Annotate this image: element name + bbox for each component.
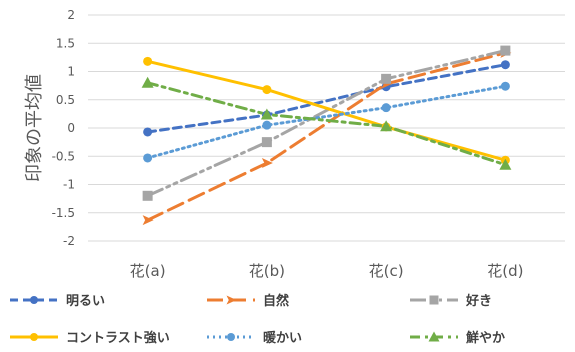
y-tick-label: -1 [63, 178, 75, 192]
data-point [143, 153, 153, 163]
data-point [500, 60, 510, 70]
x-category-label: 花(b) [249, 262, 285, 280]
data-point [30, 296, 38, 304]
legend-item: 好き [410, 293, 492, 309]
legend-label: 自然 [263, 293, 289, 309]
data-point [30, 333, 38, 341]
y-tick-label: 0.5 [56, 93, 75, 107]
series-lines [146, 49, 507, 222]
data-point [143, 127, 153, 137]
legend-item: コントラスト強い [10, 330, 170, 346]
series-line [146, 51, 507, 222]
legend-label: 鮮やか [466, 330, 505, 346]
data-point [143, 56, 153, 66]
data-point [381, 73, 392, 84]
y-tick-labels: 2 1.5 1 0.5 0 -0.5 -1 -1.5 -2 [52, 8, 75, 248]
legend-item: 明るい [10, 294, 105, 309]
y-tick-label: 2 [67, 8, 75, 22]
legend-label: 暖かい [263, 330, 302, 346]
data-point [499, 158, 512, 170]
data-point [142, 190, 153, 201]
legend-item: 鮮やか [410, 330, 505, 346]
data-point [142, 215, 154, 226]
series-markers [141, 45, 512, 226]
y-tick-label: -2 [63, 234, 75, 248]
legend-label: 明るい [66, 294, 105, 309]
series-line [146, 59, 507, 162]
x-category-label: 花(a) [130, 262, 166, 280]
y-tick-label: 0 [67, 121, 75, 135]
data-point [227, 333, 235, 341]
data-point [500, 81, 510, 91]
x-category-label: 花(c) [369, 262, 404, 280]
y-tick-label: -0.5 [52, 149, 75, 163]
data-point [261, 137, 272, 148]
y-tick-label: 1 [67, 65, 75, 79]
data-point [262, 85, 272, 95]
x-category-labels: 花(a) 花(b) 花(c) 花(d) [130, 262, 524, 280]
legend-item: 暖かい [207, 330, 302, 346]
gridlines [88, 14, 565, 242]
data-point [261, 158, 273, 169]
legend-item: 自然 [207, 293, 289, 309]
data-point [262, 120, 272, 130]
data-point [428, 331, 440, 342]
series-line [146, 84, 507, 160]
data-point [429, 295, 439, 305]
series-line [146, 63, 507, 134]
data-point [141, 76, 154, 88]
data-point [380, 120, 393, 132]
data-point [381, 103, 391, 113]
y-tick-label: 1.5 [56, 36, 75, 50]
series-line [146, 49, 507, 198]
legend-label: コントラスト強い [66, 330, 170, 346]
series-line [146, 81, 507, 167]
data-point [226, 295, 237, 305]
y-axis-label: 印象の平均値 [24, 74, 45, 182]
y-tick-label: -1.5 [52, 206, 75, 220]
x-category-label: 花(d) [487, 262, 523, 280]
legend-label: 好き [465, 293, 492, 309]
data-point [260, 108, 273, 120]
data-point [500, 45, 511, 56]
